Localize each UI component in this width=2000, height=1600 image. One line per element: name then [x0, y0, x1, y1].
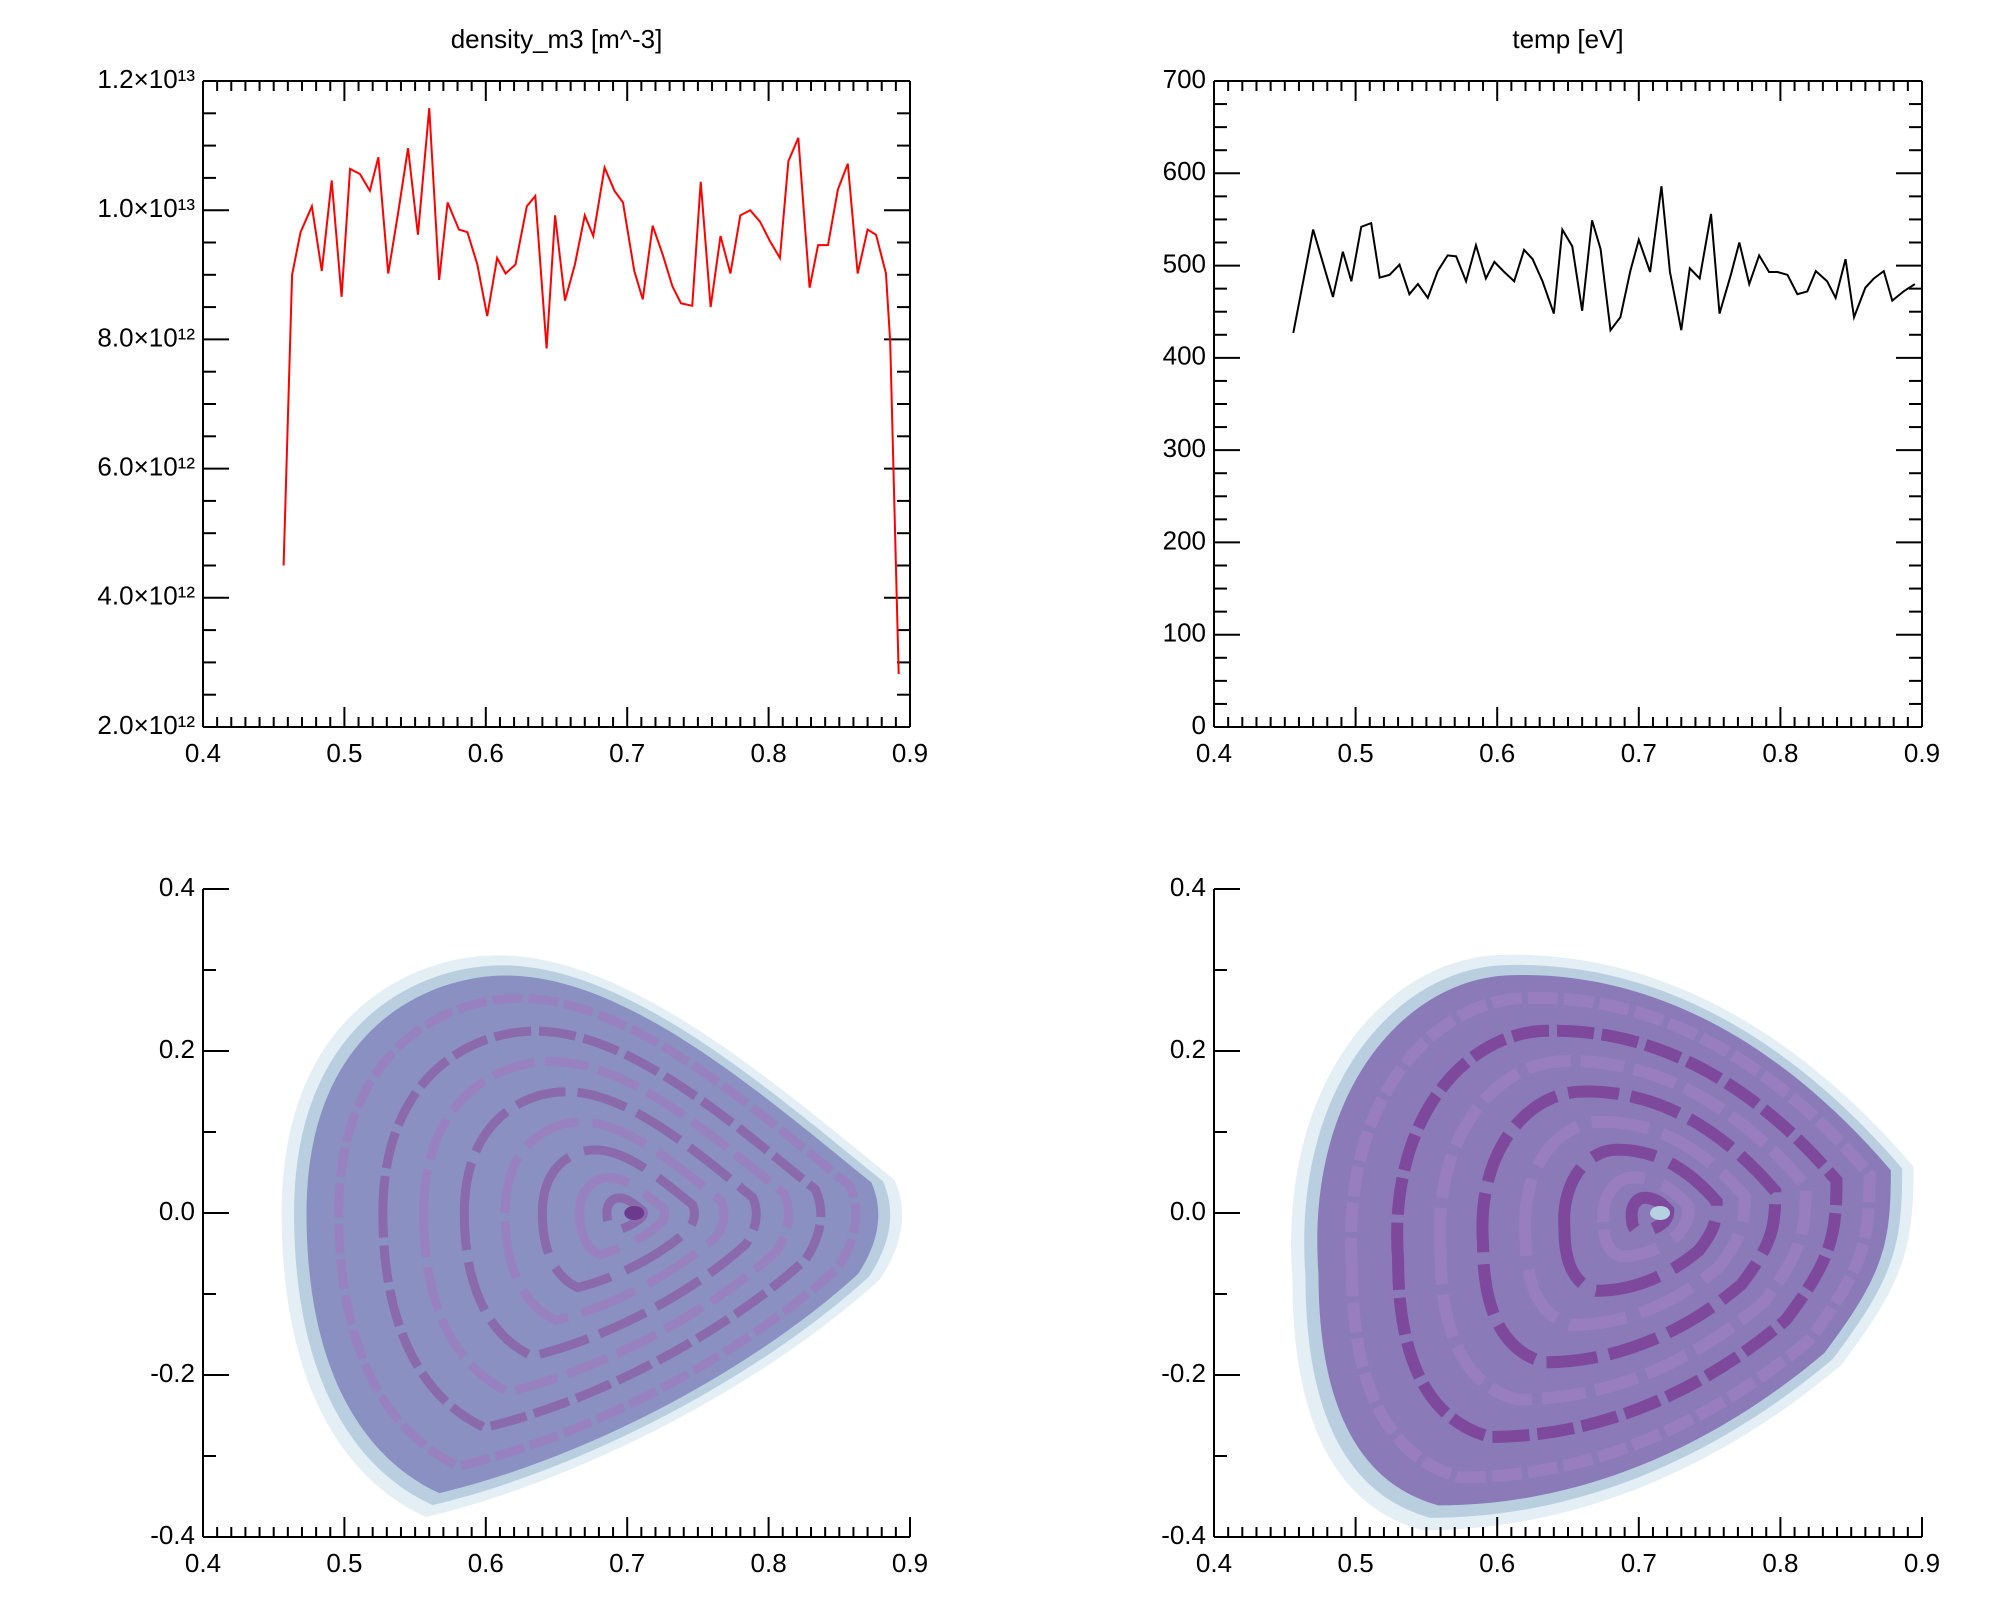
- x-tick-label: 0.7: [1621, 738, 1657, 768]
- y-tick-label: 1.0×10¹³: [97, 193, 195, 223]
- contour-core: [624, 1206, 645, 1220]
- x-tick-label: 0.4: [185, 1548, 221, 1578]
- contour-ring: [1345, 991, 1876, 1484]
- y-tick-label: 2.0×10¹²: [97, 710, 195, 740]
- contour-ring: [1476, 1085, 1782, 1369]
- x-tick-label: 0.6: [468, 738, 504, 768]
- x-tick-label: 0.6: [1479, 738, 1515, 768]
- x-tick-label: 0.4: [1196, 1548, 1232, 1578]
- contour-ring: [575, 1173, 670, 1260]
- chart: density_m3 [m^-3] 0.4 0.5 0.6 0.7 0.8 0.9 2.0×1…: [97, 24, 928, 768]
- contour-ring: [1558, 1143, 1723, 1297]
- y-tick-label: 300: [1163, 433, 1206, 463]
- contour-ring: [419, 1056, 794, 1397]
- x-tick-label: 0.5: [1338, 738, 1374, 768]
- x-tick-label: 0.9: [892, 738, 928, 768]
- y-tick-label: 100: [1163, 618, 1206, 648]
- x-tick-label: 0.5: [326, 1548, 362, 1578]
- y-tick-label: 600: [1163, 156, 1206, 186]
- x-tick-label: 0.4: [1196, 738, 1232, 768]
- contour-ring: [1433, 1055, 1812, 1406]
- chart: 0.4 0.5 0.6 0.7 0.8 0.9 -0.4 -0.2 0.0 0.2 0.4: [1161, 872, 1940, 1578]
- x-tick-label: 0.5: [1338, 1548, 1374, 1578]
- chart-title: density_m3 [m^-3]: [451, 24, 663, 54]
- x-tick-label: 0.6: [1479, 1548, 1515, 1578]
- x-tick-label: 0.6: [468, 1548, 504, 1578]
- x-tick-label: 0.8: [1762, 1548, 1798, 1578]
- contour-ring: [378, 1026, 826, 1433]
- y-tick-label: 0.2: [159, 1034, 195, 1064]
- y-tick-label: 200: [1163, 525, 1206, 555]
- y-tick-label: 700: [1163, 64, 1206, 94]
- x-tick-label: 0.9: [1904, 1548, 1940, 1578]
- contour-ring: [1519, 1115, 1751, 1331]
- contour-ring: [500, 1117, 729, 1326]
- x-tick-label: 0.8: [1762, 738, 1798, 768]
- chart: 0.4 0.5 0.6 0.7 0.8 0.9 -0.4 -0.2 0.0 0.2 0.4: [150, 872, 928, 1578]
- y-tick-label: 0.4: [159, 872, 195, 902]
- y-tick-label: 0: [1192, 710, 1206, 740]
- y-tick-label: -0.2: [1161, 1358, 1206, 1388]
- data-line: [1292, 186, 1916, 334]
- y-tick-label: -0.4: [150, 1520, 195, 1550]
- x-tick-label: 0.7: [609, 738, 645, 768]
- data-line: [282, 108, 900, 675]
- y-tick-label: 6.0×10¹²: [97, 451, 195, 481]
- x-tick-label: 0.9: [1904, 738, 1940, 768]
- y-tick-label: 500: [1163, 248, 1206, 278]
- contour-ring: [334, 993, 861, 1472]
- x-tick-label: 0.8: [751, 1548, 787, 1578]
- contour-ring: [537, 1145, 699, 1293]
- chart: temp [eV] 0.4 0.5 0.6 0.7 0.8 0.9 0 100 200 300 400…: [1163, 24, 1940, 768]
- y-tick-label: 4.0×10¹²: [97, 581, 195, 611]
- x-tick-label: 0.7: [609, 1548, 645, 1578]
- y-tick-label: 0.4: [1170, 872, 1206, 902]
- y-tick-label: 8.0×10¹²: [97, 322, 195, 352]
- x-tick-label: 0.5: [326, 738, 362, 768]
- contour-core: [1650, 1206, 1671, 1220]
- y-tick-label: 0.0: [1170, 1196, 1206, 1226]
- chart-title: temp [eV]: [1512, 24, 1623, 54]
- y-tick-label: 0.0: [159, 1196, 195, 1226]
- x-tick-label: 0.8: [751, 738, 787, 768]
- x-tick-label: 0.4: [185, 738, 221, 768]
- contour-fill: [306, 975, 879, 1494]
- y-tick-label: -0.2: [150, 1358, 195, 1388]
- contour-ring: [1391, 1024, 1843, 1443]
- y-tick-label: 1.2×10¹³: [97, 64, 195, 94]
- contour-ring: [1597, 1171, 1695, 1263]
- y-tick-label: 400: [1163, 341, 1206, 371]
- y-tick-label: 0.2: [1170, 1034, 1206, 1064]
- x-tick-label: 0.7: [1621, 1548, 1657, 1578]
- y-tick-label: -0.4: [1161, 1520, 1206, 1550]
- contour-ring: [459, 1087, 761, 1361]
- x-tick-label: 0.9: [892, 1548, 928, 1578]
